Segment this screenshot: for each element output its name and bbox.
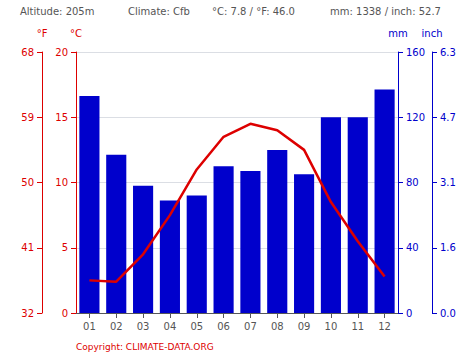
svg-text:01: 01 <box>83 321 96 332</box>
svg-text:04: 04 <box>164 321 177 332</box>
svg-text:Copyright: CLIMATE-DATA.ORG: Copyright: CLIMATE-DATA.ORG <box>76 342 214 352</box>
svg-text:40: 40 <box>406 242 419 253</box>
svg-text:12: 12 <box>378 321 391 332</box>
svg-text:°C: 7.8 / °F: 46.0: °C: 7.8 / °F: 46.0 <box>212 6 295 17</box>
svg-text:15: 15 <box>55 112 68 123</box>
svg-text:50: 50 <box>21 177 34 188</box>
svg-text:5: 5 <box>62 242 68 253</box>
svg-text:41: 41 <box>21 242 34 253</box>
svg-text:02: 02 <box>110 321 123 332</box>
svg-text:3.1: 3.1 <box>440 177 456 188</box>
svg-text:03: 03 <box>137 321 150 332</box>
svg-text:09: 09 <box>298 321 311 332</box>
svg-text:07: 07 <box>244 321 257 332</box>
svg-text:68: 68 <box>21 47 34 58</box>
svg-text:05: 05 <box>190 321 203 332</box>
svg-text:59: 59 <box>21 112 34 123</box>
svg-text:120: 120 <box>406 112 425 123</box>
svg-text:°F: °F <box>37 28 48 39</box>
svg-text:06: 06 <box>217 321 230 332</box>
svg-text:°C: °C <box>70 28 82 39</box>
svg-text:20: 20 <box>55 47 68 58</box>
svg-text:Altitude: 205m: Altitude: 205m <box>20 6 94 17</box>
svg-text:0.0: 0.0 <box>440 308 456 319</box>
svg-text:10: 10 <box>55 177 68 188</box>
svg-text:mm: 1338 / inch: 52.7: mm: 1338 / inch: 52.7 <box>330 6 441 17</box>
svg-text:Climate: Cfb: Climate: Cfb <box>128 6 190 17</box>
svg-text:mm: mm <box>388 28 407 39</box>
svg-text:08: 08 <box>271 321 284 332</box>
svg-text:32: 32 <box>21 308 34 319</box>
svg-text:6.3: 6.3 <box>440 47 456 58</box>
svg-text:inch: inch <box>422 28 443 39</box>
svg-text:1.6: 1.6 <box>440 242 456 253</box>
svg-text:80: 80 <box>406 177 419 188</box>
svg-text:11: 11 <box>351 321 364 332</box>
svg-text:160: 160 <box>406 47 425 58</box>
svg-text:0: 0 <box>62 308 68 319</box>
svg-text:10: 10 <box>325 321 338 332</box>
svg-text:4.7: 4.7 <box>440 112 456 123</box>
svg-text:0: 0 <box>406 308 412 319</box>
